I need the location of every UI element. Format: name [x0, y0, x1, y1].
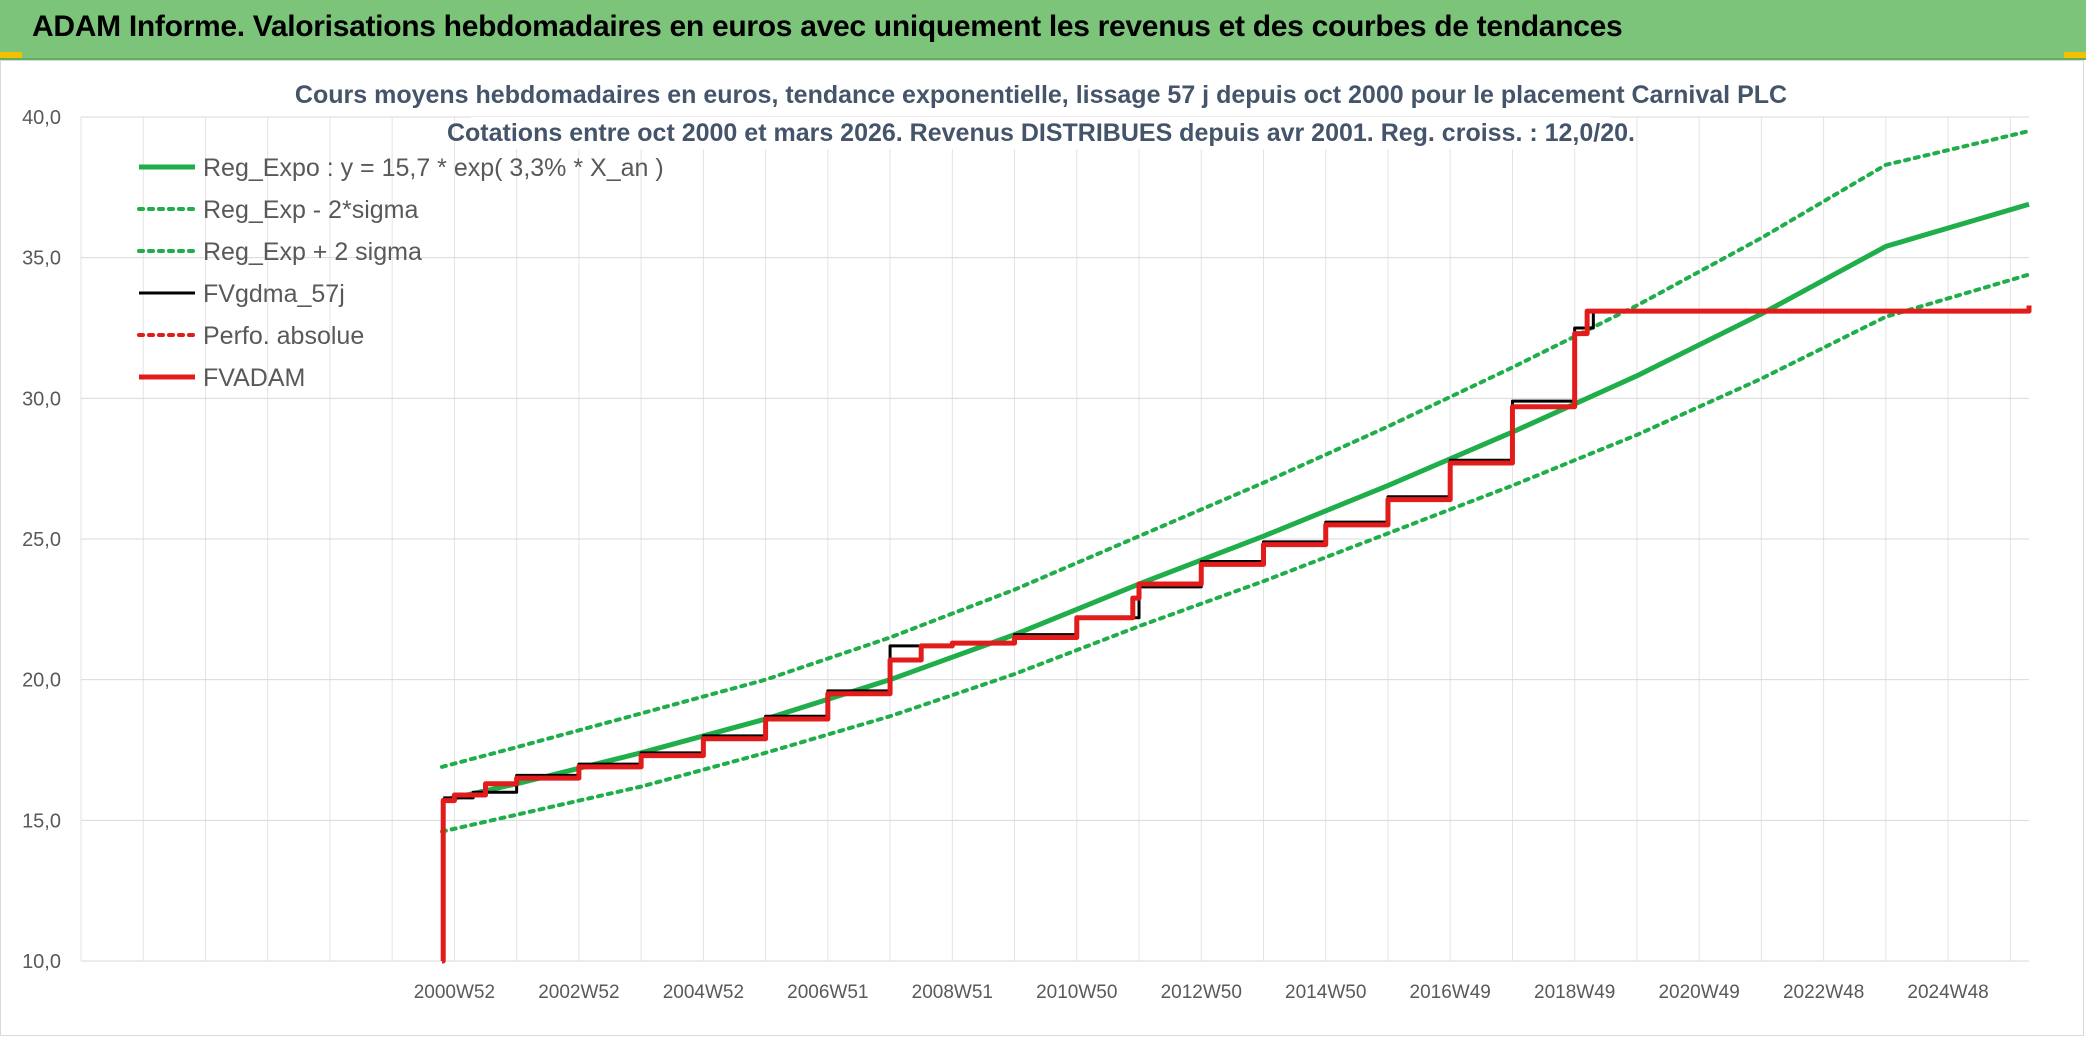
y-tick-label: 25,0	[22, 529, 61, 551]
x-tick-label: 2014W50	[1285, 982, 1366, 1003]
x-tick-label: 2012W50	[1161, 982, 1242, 1003]
x-tick-label: 2016W49	[1410, 982, 1491, 1003]
legend-entry-label: Reg_Expo : y = 15,7 * exp( 3,3% * X_an )	[203, 154, 664, 182]
y-tick-label: 20,0	[22, 670, 61, 692]
corner-marker-right	[2064, 52, 2086, 58]
x-tick-label: 2004W52	[663, 982, 744, 1003]
x-tick-label: 2010W50	[1036, 982, 1117, 1003]
y-tick-label: 35,0	[22, 248, 61, 270]
axes: 10,0 15,0 20,0 25,0 30,0 35,0 40,0 2000W52 2002W…	[22, 107, 1989, 1003]
y-tick-label: 10,0	[22, 951, 61, 973]
x-tick-label: 2018W49	[1534, 982, 1615, 1003]
chart-area: 10,0 15,0 20,0 25,0 30,0 35,0 40,0 2000W52 2002W…	[0, 60, 2084, 1036]
series-line-reg-exp	[439, 272, 2031, 834]
series-line-fvgdma-57j	[443, 305, 2031, 800]
legend-entry-label: Perfo. absolue	[203, 322, 364, 350]
x-tick-label: 2006W51	[787, 982, 868, 1003]
chart-legend: Reg_Expo : y = 15,7 * exp( 3,3% * X_an )…	[137, 154, 664, 392]
legend-entry-label: Reg_Exp - 2*sigma	[203, 196, 418, 224]
series-line-reg-expo	[441, 201, 2030, 804]
series-lines	[439, 129, 2032, 964]
legend-entry-label: FVgdma_57j	[203, 280, 345, 308]
series-line-fvadam	[440, 305, 2032, 964]
chart-title-block: Cours moyens hebdomadaires en euros, ten…	[295, 79, 1787, 149]
report-title: ADAM Informe. Valorisations hebdomadaire…	[32, 10, 1623, 43]
line-chart: 10,0 15,0 20,0 25,0 30,0 35,0 40,0 2000W52 2002W…	[22, 79, 2032, 1003]
x-tick-label: 2020W49	[1658, 982, 1739, 1003]
x-tick-label: 2022W48	[1783, 982, 1864, 1003]
y-tick-label: 30,0	[22, 388, 61, 410]
x-tick-label: 2008W51	[912, 982, 993, 1003]
chart-title-line-1: Cours moyens hebdomadaires en euros, ten…	[295, 81, 1787, 109]
legend-entry-label: Reg_Exp + 2 sigma	[203, 238, 422, 266]
x-tick-label: 2002W52	[538, 982, 619, 1003]
series-line-reg-exp	[439, 129, 2031, 769]
x-tick-label: 2000W52	[414, 982, 495, 1003]
y-tick-label: 15,0	[22, 810, 61, 832]
chart-title-line-2: Cotations entre oct 2000 et mars 2026. R…	[447, 119, 1635, 147]
gridlines	[80, 116, 2029, 962]
y-tick-label: 40,0	[22, 107, 61, 129]
corner-marker-left	[0, 52, 22, 58]
x-tick-label: 2024W48	[1907, 982, 1988, 1003]
header-banner: ADAM Informe. Valorisations hebdomadaire…	[0, 0, 2086, 60]
legend-entry-label: FVADAM	[203, 364, 305, 392]
